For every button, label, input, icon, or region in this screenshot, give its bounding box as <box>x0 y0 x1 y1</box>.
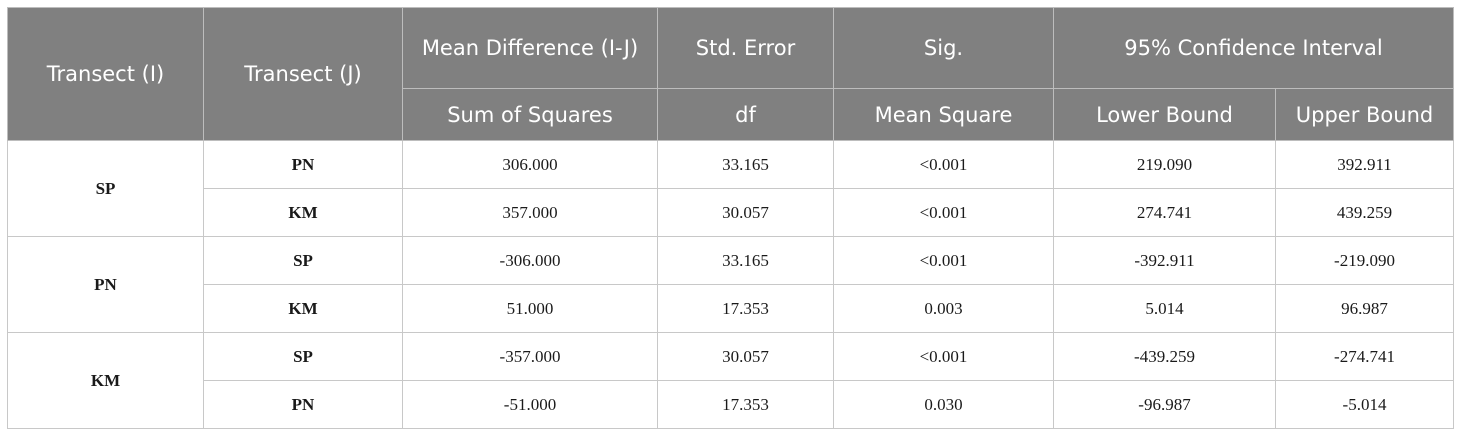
cell-sig: <0.001 <box>833 332 1054 381</box>
cell-lower-bound: -439.259 <box>1053 332 1276 381</box>
cell-sig: <0.001 <box>833 236 1054 285</box>
header-sum-of-squares: Sum of Squares <box>402 88 658 141</box>
cell-std-error: 33.165 <box>657 236 834 285</box>
cell-upper-bound: -5.014 <box>1275 380 1454 429</box>
cell-upper-bound: -219.090 <box>1275 236 1454 285</box>
header-sig: Sig. <box>833 7 1054 89</box>
cell-upper-bound: 96.987 <box>1275 284 1454 333</box>
cell-std-error: 17.353 <box>657 284 834 333</box>
comparison-table: Transect (I) Transect (J) Mean Differenc… <box>7 7 1454 429</box>
header-row-secondary: Sum of Squares df Mean Square Lower Boun… <box>8 88 1454 141</box>
cell-mean-difference: 357.000 <box>402 188 658 237</box>
cell-transect-j: KM <box>203 188 403 237</box>
header-mean-difference: Mean Difference (I-J) <box>402 7 658 89</box>
header-transect-j: Transect (J) <box>203 7 403 141</box>
cell-lower-bound: 274.741 <box>1053 188 1276 237</box>
cell-sig: 0.030 <box>833 380 1054 429</box>
cell-lower-bound: 5.014 <box>1053 284 1276 333</box>
cell-sig: <0.001 <box>833 140 1054 189</box>
cell-upper-bound: -274.741 <box>1275 332 1454 381</box>
cell-lower-bound: -392.911 <box>1053 236 1276 285</box>
cell-lower-bound: 219.090 <box>1053 140 1276 189</box>
cell-upper-bound: 439.259 <box>1275 188 1454 237</box>
header-lower-bound: Lower Bound <box>1053 88 1276 141</box>
cell-mean-difference: -51.000 <box>402 380 658 429</box>
cell-mean-difference: -357.000 <box>402 332 658 381</box>
table-row: KM 51.000 17.353 0.003 5.014 96.987 <box>8 284 1454 333</box>
header-row-primary: Transect (I) Transect (J) Mean Differenc… <box>7 7 1454 141</box>
cell-transect-i: SP <box>7 140 204 237</box>
header-transect-i: Transect (I) <box>7 7 204 141</box>
cell-transect-j: PN <box>203 380 403 429</box>
cell-mean-difference: 51.000 <box>402 284 658 333</box>
header-mean-square: Mean Square <box>833 88 1054 141</box>
cell-std-error: 33.165 <box>657 140 834 189</box>
cell-upper-bound: 392.911 <box>1275 140 1454 189</box>
cell-mean-difference: -306.000 <box>402 236 658 285</box>
cell-std-error: 30.057 <box>657 188 834 237</box>
table-row: SP PN 306.000 33.165 <0.001 219.090 392.… <box>7 140 1454 237</box>
cell-lower-bound: -96.987 <box>1053 380 1276 429</box>
cell-mean-difference: 306.000 <box>402 140 658 189</box>
header-std-error: Std. Error <box>657 7 834 89</box>
cell-transect-j: SP <box>203 332 403 381</box>
table-row: PN SP -306.000 33.165 <0.001 -392.911 -2… <box>7 236 1454 333</box>
table-row: PN -51.000 17.353 0.030 -96.987 -5.014 <box>8 380 1454 429</box>
header-df: df <box>657 88 834 141</box>
table-body: SP PN 306.000 33.165 <0.001 219.090 392.… <box>7 140 1454 429</box>
cell-transect-j: SP <box>203 236 403 285</box>
cell-transect-j: PN <box>203 140 403 189</box>
cell-std-error: 30.057 <box>657 332 834 381</box>
header-confidence-interval: 95% Confidence Interval <box>1053 7 1454 89</box>
cell-sig: <0.001 <box>833 188 1054 237</box>
cell-sig: 0.003 <box>833 284 1054 333</box>
table-row: KM SP -357.000 30.057 <0.001 -439.259 -2… <box>7 332 1454 429</box>
cell-transect-i: PN <box>7 236 204 333</box>
cell-transect-j: KM <box>203 284 403 333</box>
cell-transect-i: KM <box>7 332 204 429</box>
table-row: KM 357.000 30.057 <0.001 274.741 439.259 <box>8 188 1454 237</box>
header-upper-bound: Upper Bound <box>1275 88 1454 141</box>
cell-std-error: 17.353 <box>657 380 834 429</box>
table-header: Transect (I) Transect (J) Mean Differenc… <box>7 7 1454 141</box>
